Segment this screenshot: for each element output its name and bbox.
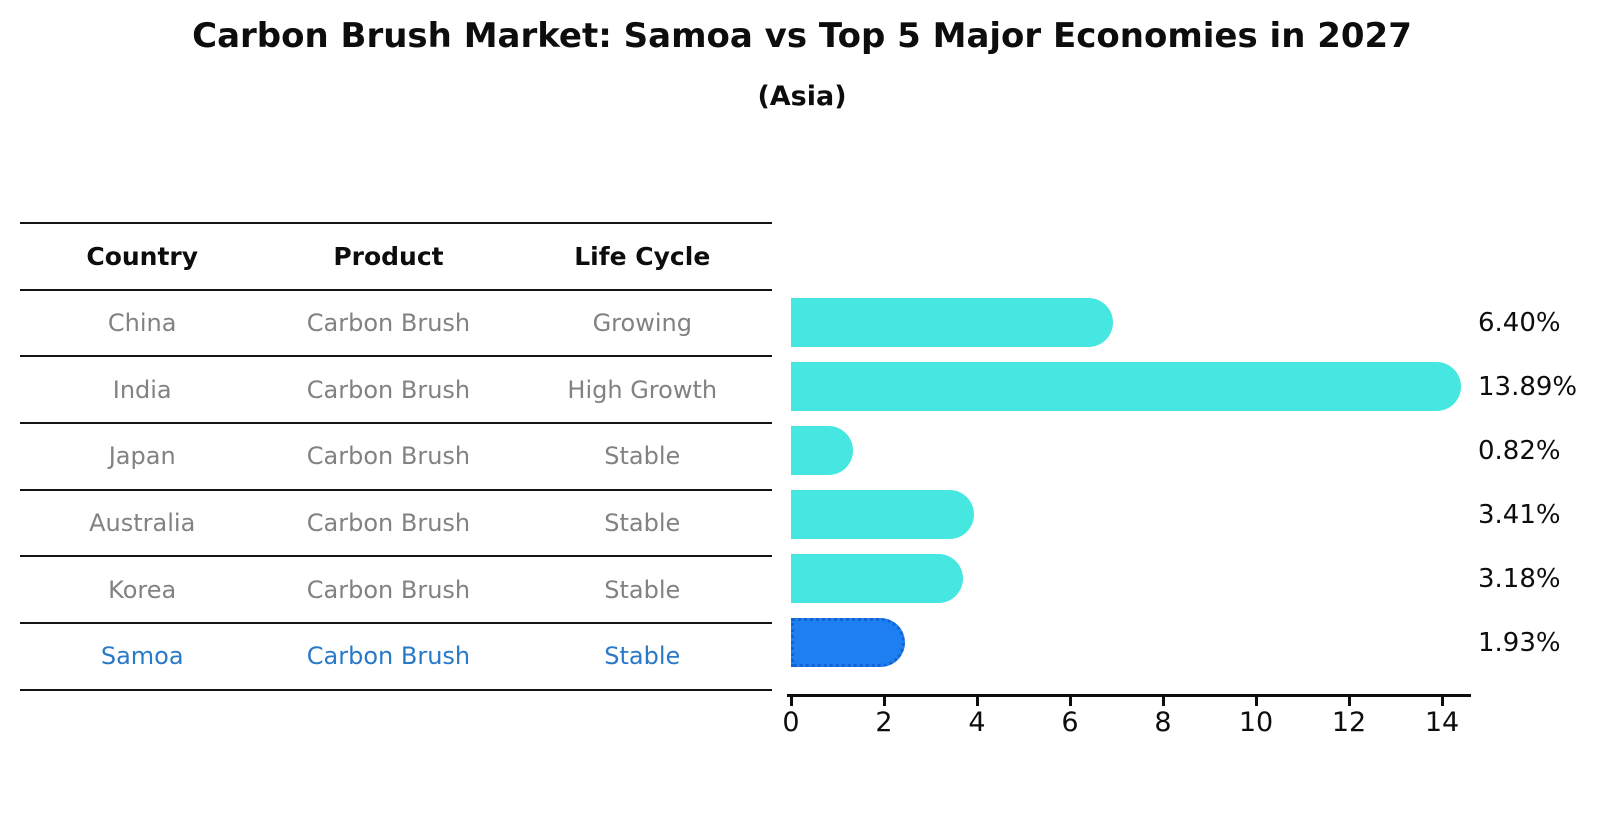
bar-value-label: 1.93% (1478, 627, 1561, 658)
country-table: Country Product Life Cycle China Carbon Brus… (20, 222, 772, 691)
bar-value-label: 6.40% (1478, 307, 1561, 338)
table-row: China Carbon Brush Growing (20, 288, 772, 356)
x-axis-tick-label: 6 (1061, 707, 1079, 738)
table-cell-country: China (107, 309, 177, 338)
table-cell-country: India (112, 375, 172, 404)
table-cell-product: Carbon Brush (306, 442, 471, 471)
table-cell-life-cycle: Stable (604, 642, 681, 671)
table-cell-life-cycle: High Growth (567, 375, 718, 404)
x-axis-tick-label: 12 (1331, 707, 1367, 738)
x-axis-tick-label: 14 (1424, 707, 1460, 738)
table-cell-product: Carbon Brush (306, 642, 471, 671)
x-axis-tick (1254, 697, 1258, 706)
x-axis-tick (1068, 697, 1072, 706)
bar-india (791, 362, 1461, 411)
x-axis-line (787, 694, 1471, 697)
table-cell-country: Samoa (100, 642, 184, 671)
table-cell-country: Korea (108, 575, 177, 604)
table-cell-product: Carbon Brush (306, 509, 471, 538)
chart-title: Carbon Brush Market: Samoa vs Top 5 Majo… (192, 16, 1412, 56)
x-axis-tick-label: 4 (968, 707, 986, 738)
table-row: India Carbon Brush High Growth (20, 355, 772, 422)
table-cell-life-cycle: Stable (604, 509, 681, 538)
bar-china (791, 298, 1113, 347)
table-cell-country: Japan (108, 442, 176, 471)
x-axis-tick (789, 697, 793, 706)
table-cell-country: Australia (89, 509, 196, 538)
x-axis-tick-label: 10 (1238, 707, 1274, 738)
table-cell-product: Carbon Brush (306, 375, 471, 404)
table-cell-life-cycle: Stable (604, 575, 681, 604)
table-cell-life-cycle: Growing (592, 309, 692, 338)
table-header-cell: Country (86, 241, 199, 271)
bar-value-label: 3.18% (1478, 563, 1561, 594)
bar-samoa-highlighted (791, 618, 905, 667)
bar-australia (791, 490, 974, 539)
x-axis-tick (1347, 697, 1351, 706)
table-row: Samoa Carbon Brush Stable (20, 622, 772, 689)
bar-value-label: 0.82% (1478, 435, 1561, 466)
table-header-row: Country Product Life Cycle (20, 222, 772, 289)
x-axis-tick-label: 0 (782, 707, 800, 738)
bar-value-label: 13.89% (1478, 371, 1578, 402)
table-row: Korea Carbon Brush Stable (20, 555, 772, 622)
bar-korea (791, 554, 963, 603)
table-header-cell: Life Cycle (574, 241, 711, 271)
table-row: Japan Carbon Brush Stable (20, 422, 772, 489)
x-axis-tick (975, 697, 979, 706)
x-axis-tick-label: 8 (1154, 707, 1172, 738)
x-axis-tick (882, 697, 886, 706)
table-cell-product: Carbon Brush (306, 309, 471, 338)
table-header-cell: Product (333, 241, 444, 271)
table-cell-life-cycle: Stable (604, 442, 681, 471)
chart-subtitle: (Asia) (757, 81, 847, 112)
table-cell-product: Carbon Brush (306, 575, 471, 604)
x-axis-tick (1440, 697, 1444, 706)
x-axis-tick (1161, 697, 1165, 706)
bar-value-label: 3.41% (1478, 499, 1561, 530)
bar-japan (791, 426, 854, 475)
table-row: Australia Carbon Brush Stable (20, 488, 772, 556)
x-axis-tick-label: 2 (875, 707, 893, 738)
